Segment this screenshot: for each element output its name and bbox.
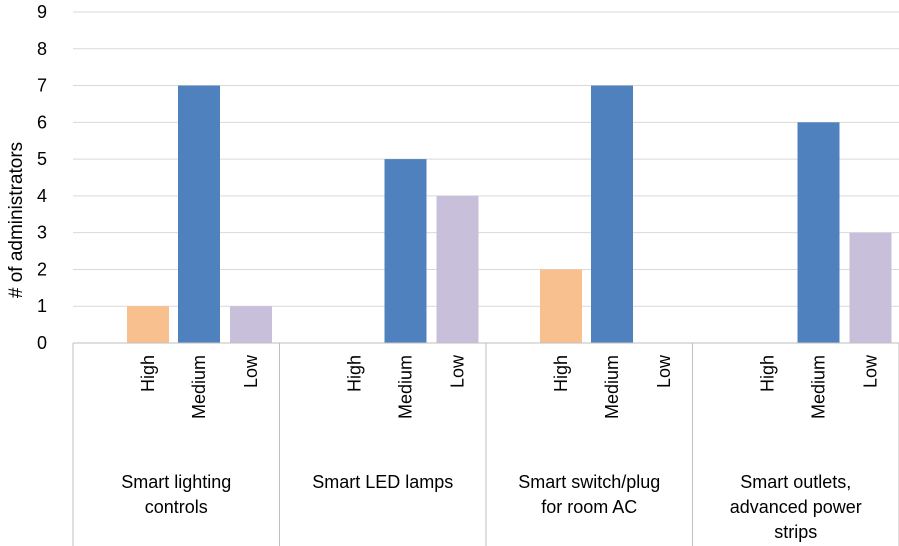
bar-medium (797, 122, 840, 343)
y-axis-label: # of administrators (6, 142, 27, 298)
x-group-label: Smart switch/plug (518, 472, 660, 492)
x-subcategory-label: Medium (602, 355, 622, 419)
x-subcategory-label: High (345, 355, 365, 392)
x-group-label: controls (145, 497, 208, 517)
y-tick-label: 7 (37, 76, 47, 96)
x-group-label: Smart outlets, (740, 472, 851, 492)
x-group-label: advanced power (730, 497, 862, 517)
bar-low (849, 232, 892, 343)
bar-medium (178, 85, 220, 344)
y-tick-label: 4 (37, 186, 47, 206)
y-tick-label: 9 (37, 2, 47, 22)
x-subcategory-label: Low (654, 354, 674, 388)
x-group-label: Smart lighting (121, 472, 231, 492)
y-tick-label: 0 (37, 333, 47, 353)
x-subcategory-label: High (138, 355, 158, 392)
x-axis: High Medium Low Smart lighting controls High M… (72, 342, 899, 546)
y-tick-label: 5 (37, 149, 47, 169)
y-tick-label: 6 (37, 112, 47, 132)
bar-medium (591, 85, 633, 344)
bar-high (127, 306, 169, 343)
x-subcategory-label: Low (861, 354, 881, 388)
x-group-label: strips (774, 522, 817, 542)
y-tick-label: 1 (37, 296, 47, 316)
x-subcategory-label: Medium (396, 355, 416, 419)
y-tick-label: 2 (37, 259, 47, 279)
x-subcategory-label: High (551, 355, 571, 392)
x-group-label: Smart LED lamps (312, 472, 453, 492)
y-tick-label: 8 (37, 39, 47, 59)
bar-low (230, 306, 272, 343)
bar-high (540, 269, 582, 343)
x-subcategory-label: Low (241, 354, 261, 388)
bar-low (436, 195, 479, 343)
y-axis-ticks: 0 1 2 3 4 5 6 7 8 9 (37, 2, 47, 353)
x-subcategory-label: Low (448, 354, 468, 388)
bars (127, 85, 892, 344)
y-tick-label: 3 (37, 223, 47, 243)
x-subcategory-label: Medium (809, 355, 829, 419)
bar-medium (384, 159, 427, 343)
x-subcategory-label: Medium (189, 355, 209, 419)
x-group-label: for room AC (541, 497, 637, 517)
x-subcategory-label: High (758, 355, 778, 392)
